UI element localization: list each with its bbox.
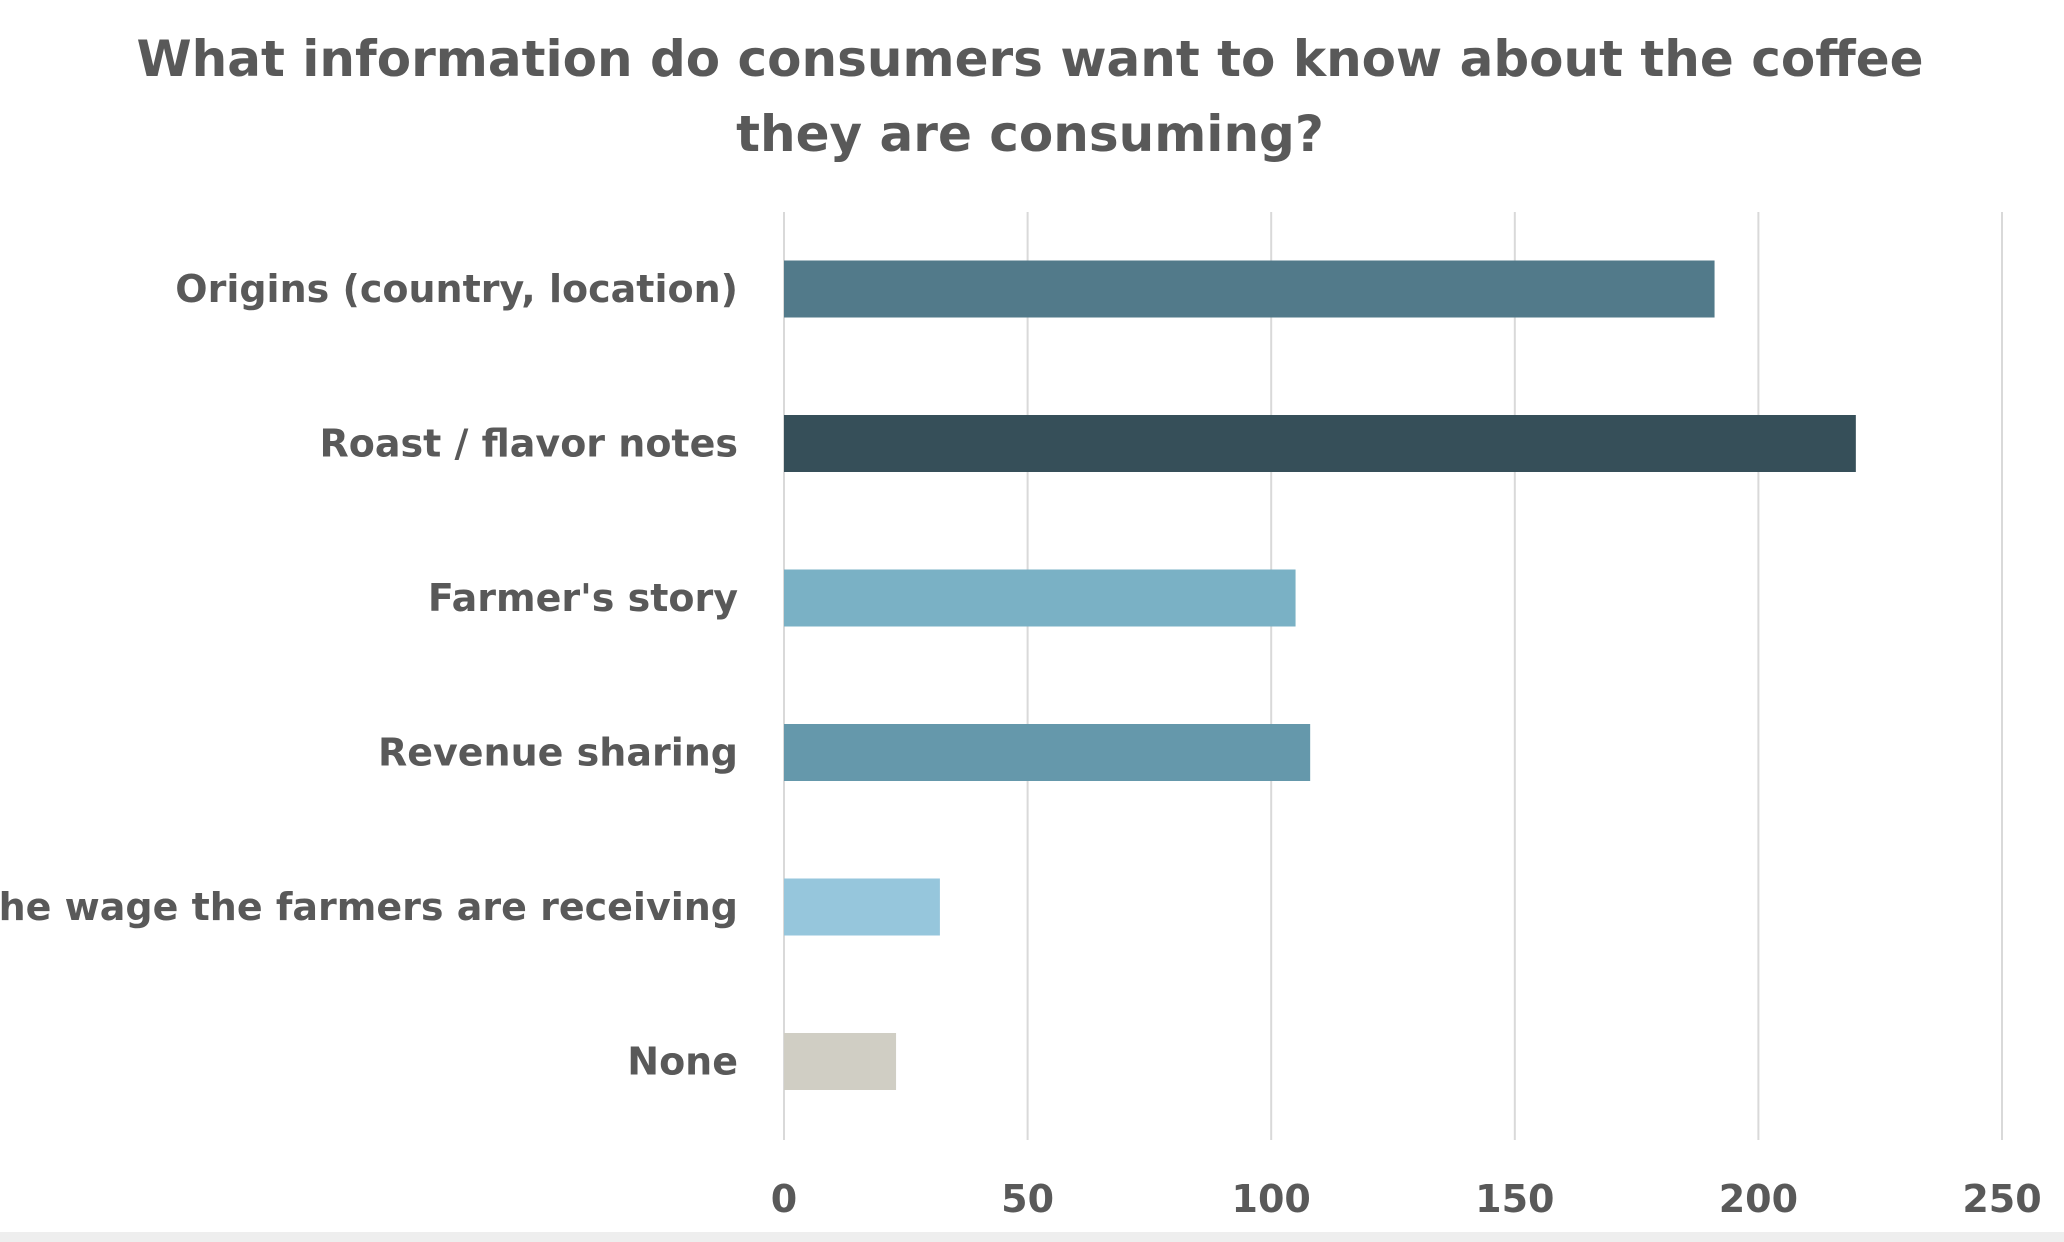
category-label: None bbox=[627, 1040, 738, 1084]
bottom-strip bbox=[0, 1232, 2064, 1242]
gridlines bbox=[783, 212, 2003, 1140]
bar bbox=[784, 415, 1856, 472]
bar bbox=[784, 878, 940, 936]
bar bbox=[784, 1033, 897, 1090]
x-tick-label: 250 bbox=[1962, 1177, 2041, 1221]
x-tick-label: 200 bbox=[1719, 1177, 1798, 1221]
category-label: Farmer's story bbox=[428, 576, 738, 620]
chart-title-line-1: What information do consumers want to kn… bbox=[136, 30, 1923, 88]
bars bbox=[784, 260, 1856, 1090]
bar bbox=[784, 724, 1311, 781]
x-tick-label: 150 bbox=[1475, 1177, 1554, 1221]
category-label: Roast / flavor notes bbox=[319, 422, 738, 466]
x-axis-ticks: 0 50 100 150 200 250 bbox=[771, 1177, 2042, 1221]
chart-title-line-2: they are consuming? bbox=[736, 105, 1324, 163]
category-label: The wage the farmers are receiving bbox=[0, 885, 738, 929]
category-label: Origins (country, location) bbox=[175, 267, 738, 311]
category-labels: Origins (country, location) Roast / flavo… bbox=[0, 267, 738, 1084]
x-tick-label: 100 bbox=[1232, 1177, 1311, 1221]
category-label: Revenue sharing bbox=[378, 731, 738, 775]
x-tick-label: 50 bbox=[1001, 1177, 1054, 1221]
x-tick-label: 0 bbox=[771, 1177, 797, 1221]
bar bbox=[784, 569, 1296, 627]
bar bbox=[784, 260, 1715, 318]
